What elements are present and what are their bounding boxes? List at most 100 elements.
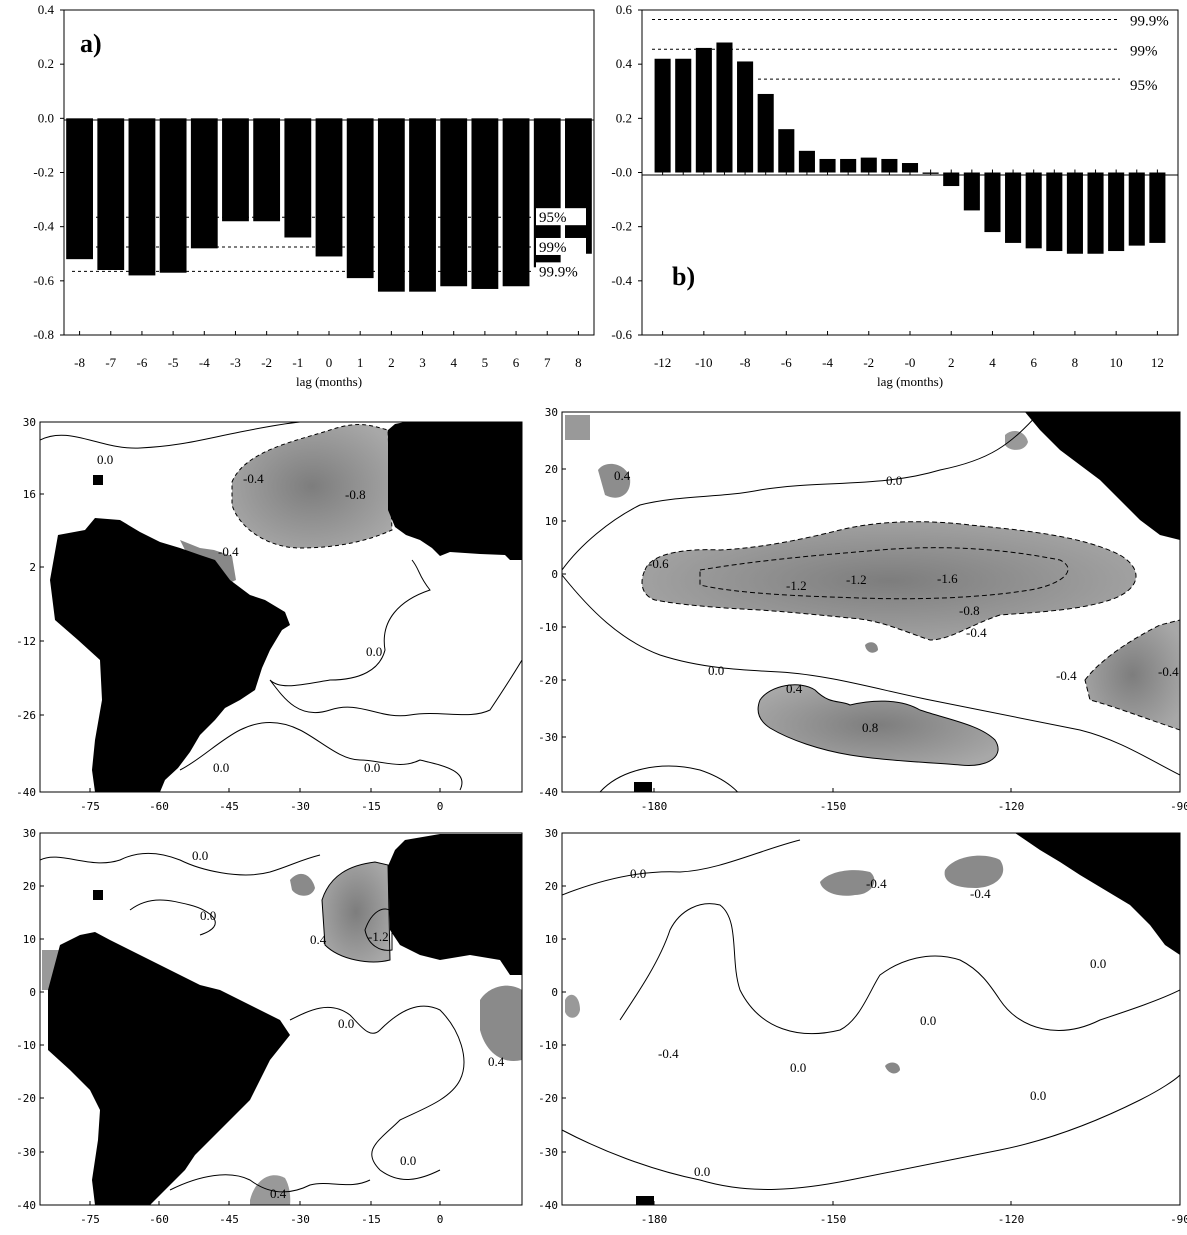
panel-b-bar [840,158,857,173]
map-ytick-label: 10 [23,933,36,946]
map-xtick-label: -75 [80,800,100,813]
map-ytick-label: 20 [23,880,36,893]
contour-label: 0.4 [310,932,327,947]
panel-a-sig-label: 95% [539,210,567,226]
panel-a-bar [565,118,592,254]
panel-d-contour-north [40,852,321,876]
map-ytick-label: -10 [538,1039,558,1052]
contour-label: 0.0 [1090,956,1106,971]
panel-e-land [1025,412,1180,540]
panel-d-frame [39,832,523,1206]
panel-b-bar [1025,172,1042,249]
panel-a-bar [440,118,468,287]
panel-a-bar [97,118,125,270]
panel-c-label: c) [480,439,500,468]
contour-label: -0.4 [1056,668,1077,683]
panel-b-sig-label: 99% [1130,43,1158,59]
panel-a-xlabel: lag (months) [296,374,362,389]
panel-c-contour-north [40,422,301,449]
panel-a-bar-chart: 95% 99% 99.9% 0.4 0.2 0.0 -0.2 -0.4 -0.6 -0.8 -8… [33,2,595,389]
map-ytick-label: 10 [545,933,558,946]
panel-e-map: 30 20 10 0 -10 -20 -30 -40 -180 -150 -120 -90 0.4 0.0… [538,406,1187,813]
panel-a-xtick-label: -1 [292,355,303,370]
panel-a-sig-label: 99% [539,240,567,256]
map-ytick-label: -40 [16,786,36,799]
contour-label: 0.0 [920,1013,936,1028]
panel-b-label: b) [672,262,695,291]
map-ytick-label: 30 [23,416,36,429]
panel-a-xtick-label: -8 [74,355,85,370]
panel-a-xtick-label: 0 [326,355,333,370]
panel-d-land-africa [388,834,522,975]
panel-a-bar [471,118,499,289]
panel-b-bar [1149,172,1166,243]
map-ytick-label: -10 [16,1039,36,1052]
panel-e-contour-sw [599,765,739,792]
panel-e-negative-anomaly [641,521,1137,641]
panel-b-ytick-label: -0.0 [611,165,632,180]
contour-label: 0.0 [364,760,380,775]
panel-a-sig-label-bg [536,208,586,226]
panel-c-land-south-america [50,518,290,792]
contour-label: -1.2 [786,578,807,593]
panel-a-sig-label: 99.9% [539,264,578,280]
panel-a-bar [284,118,312,238]
contour-label: 0.0 [630,866,646,881]
panel-f-contour-south [562,1074,1180,1190]
map-xtick-label: -120 [998,800,1025,813]
map-xtick-label: -75 [80,1213,100,1226]
panel-f-frame [561,832,1181,1206]
panel-b-bar [881,158,898,173]
contour-label: -0.4 [966,625,987,640]
map-ytick-label: -30 [538,731,558,744]
panel-b-xtick-label: 10 [1110,355,1123,370]
panel-b-ytick-label: 0.2 [616,110,632,125]
contour-label: 0.0 [200,908,216,923]
panel-a-xtick-label: -2 [261,355,272,370]
contour-label: 0.4 [614,468,631,483]
panel-d-land-south-america [48,932,290,1205]
map-ytick-label: 20 [545,880,558,893]
contour-label: -0.4 [1158,664,1179,679]
panel-e-contour-north [562,412,1041,571]
panel-f-contour-central [619,903,1180,1035]
map-xtick-label: -150 [820,1213,847,1226]
panel-e-dot-anomaly [865,642,878,653]
panel-d-negative-anomaly [321,861,391,963]
panel-a-ytick-label: -0.4 [33,219,54,234]
map-ytick-label: -20 [16,1092,36,1105]
panel-b-bar [860,157,877,173]
contour-label: 0.0 [886,473,902,488]
contour-label: 0.0 [790,1060,806,1075]
contour-label: -0.4 [218,544,239,559]
panel-e-corner-anomaly [565,415,590,440]
panel-e-small-positive [598,463,631,498]
panel-a-bar [190,118,218,249]
panel-f-map: 30 20 10 0 -10 -20 -30 -40 -180 -150 -120 -90 0.0 -0.… [538,827,1187,1226]
panel-b-bar [1005,172,1022,243]
map-xtick-label: -180 [641,800,668,813]
panel-a-xtick-label: 4 [450,355,457,370]
panel-b-xtick-label: -4 [822,355,833,370]
panel-f-anomaly-4 [885,1062,900,1074]
panel-a-ytick-label: 0.4 [38,2,55,17]
panel-e-inner-contour [699,547,1069,600]
map-xtick-label: -90 [1170,800,1187,813]
panel-a-ytick-label: -0.6 [33,273,54,288]
contour-label: 0.0 [97,452,113,467]
contour-label: 0.4 [786,681,803,696]
panel-b-xtick-label: -8 [740,355,751,370]
panel-f-label: f) [1112,850,1129,879]
panel-b-bar [654,58,671,173]
panel-f-contour-north [562,839,801,896]
map-xtick-label: -120 [998,1213,1025,1226]
panel-a-xtick-label: 2 [388,355,395,370]
map-xtick-label: -60 [149,1213,169,1226]
panel-f-anomaly-3 [565,994,580,1018]
map-ytick-label: -40 [538,786,558,799]
contour-label: -0.4 [243,471,264,486]
panel-a-xtick-label: 7 [544,355,551,370]
panel-a-ytick-label: 0.2 [38,56,54,71]
contour-label: -0.8 [345,487,366,502]
